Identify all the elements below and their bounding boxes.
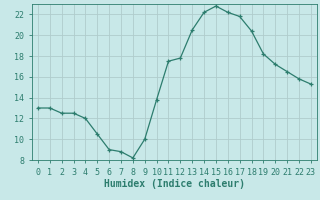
X-axis label: Humidex (Indice chaleur): Humidex (Indice chaleur) bbox=[104, 179, 245, 189]
